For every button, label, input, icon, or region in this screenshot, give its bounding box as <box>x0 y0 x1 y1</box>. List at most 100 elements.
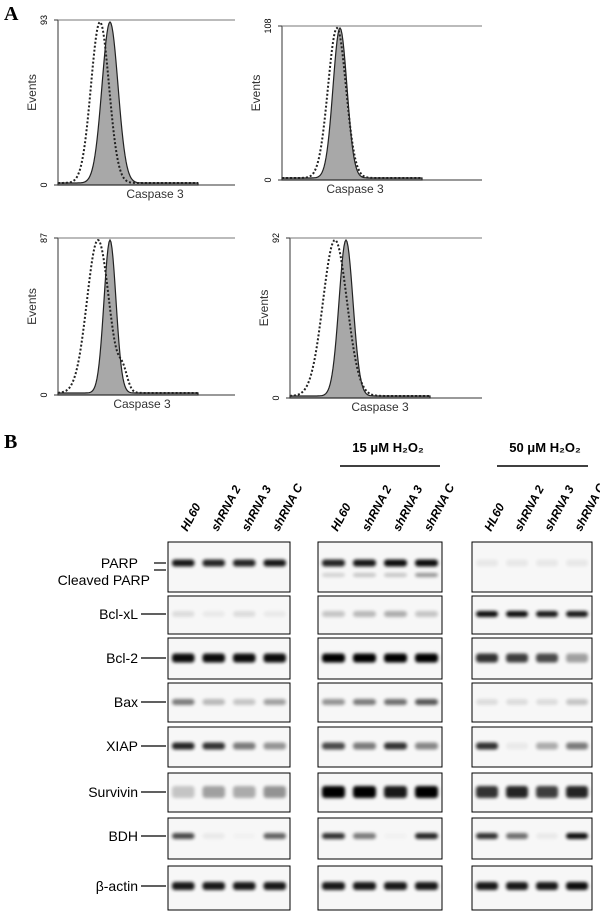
blot-band <box>415 742 438 750</box>
blot-band <box>263 742 286 750</box>
blot-band <box>172 786 195 798</box>
row-label: BDH <box>108 828 138 844</box>
lane-label: HL60 <box>481 501 507 534</box>
blot-band <box>415 882 438 890</box>
blot-band <box>566 742 588 750</box>
blot-band <box>415 786 438 798</box>
blot-frame <box>167 541 291 593</box>
row-label: PARP <box>101 555 138 571</box>
blot-band <box>263 882 286 890</box>
y-tick-label: 87 <box>39 233 49 243</box>
blot-band <box>322 699 345 705</box>
blot-band <box>353 559 376 567</box>
lane-label: shRNA 2 <box>359 483 395 534</box>
row-label: Bcl-2 <box>106 650 138 666</box>
blot-band <box>415 573 438 577</box>
blot-band <box>384 882 407 890</box>
blot-band <box>202 699 225 705</box>
blot-band <box>172 742 195 750</box>
row-label: Bcl-xL <box>99 606 138 622</box>
blot-band <box>322 559 345 567</box>
blot-band <box>263 786 286 798</box>
x-axis-label: Caspase 3 <box>351 400 409 414</box>
blot-band <box>322 742 345 750</box>
blot-band <box>233 699 256 705</box>
group-header: 50 μM H₂O₂ <box>509 440 581 455</box>
blot-band <box>476 786 498 798</box>
row-label: β-actin <box>96 878 138 894</box>
blot-band <box>384 833 407 839</box>
blot-band <box>384 611 407 617</box>
blot-band <box>353 833 376 839</box>
y-axis-label: Events <box>257 290 271 327</box>
blot-band <box>536 559 558 567</box>
blot-band <box>384 559 407 567</box>
blot-band <box>415 833 438 839</box>
blot-band <box>415 699 438 705</box>
blot-band <box>566 833 588 839</box>
blot-band <box>233 611 256 617</box>
blot-band <box>536 653 558 663</box>
row-label: Bax <box>114 694 138 710</box>
blot-band <box>263 833 286 839</box>
lane-label: HL60 <box>178 501 204 534</box>
blot-band <box>353 699 376 705</box>
blot-band <box>322 611 345 617</box>
blot-band <box>202 559 225 567</box>
blot-band <box>536 699 558 705</box>
blot-band <box>322 573 345 577</box>
blot-band <box>476 611 498 617</box>
blot-band <box>476 882 498 890</box>
y-tick-label: 108 <box>263 18 273 33</box>
blot-band <box>353 742 376 750</box>
blot-band <box>233 653 256 663</box>
blot-band <box>202 653 225 663</box>
blot-band <box>353 653 376 663</box>
blot-band <box>506 882 528 890</box>
blot-band <box>384 573 407 577</box>
blot-band <box>353 786 376 798</box>
blot-band <box>506 742 528 750</box>
blot-band <box>384 742 407 750</box>
blot-band <box>353 882 376 890</box>
y-tick-label: 0 <box>271 395 281 400</box>
blot-band <box>322 653 345 663</box>
blot-band <box>384 786 407 798</box>
blot-band <box>384 699 407 705</box>
blot-band <box>233 742 256 750</box>
y-tick-label: 0 <box>263 177 273 182</box>
blot-band <box>172 699 195 705</box>
histogram-dotted <box>282 26 422 179</box>
blot-band <box>384 653 407 663</box>
x-axis-label: Caspase 3 <box>113 397 171 411</box>
y-axis-label: Events <box>249 75 263 112</box>
blot-band <box>506 833 528 839</box>
blot-band <box>233 833 256 839</box>
blot-band <box>202 611 225 617</box>
blot-band <box>536 786 558 798</box>
blot-band <box>172 882 195 890</box>
row-label: XIAP <box>106 738 138 754</box>
blot-band <box>476 559 498 567</box>
histogram-dotted <box>58 20 198 184</box>
blot-band <box>415 559 438 567</box>
blot-band <box>566 882 588 890</box>
blot-band <box>322 833 345 839</box>
histogram-dotted <box>57 238 198 394</box>
y-tick-label: 0 <box>39 182 49 187</box>
blot-band <box>263 611 286 617</box>
blot-band <box>202 742 225 750</box>
blot-band <box>566 611 588 617</box>
blot-band <box>506 699 528 705</box>
blot-band <box>172 833 195 839</box>
blot-band <box>536 611 558 617</box>
blot-band <box>353 573 376 577</box>
blot-band <box>476 699 498 705</box>
blot-band <box>263 559 286 567</box>
lane-label: HL60 <box>328 501 354 534</box>
blot-band <box>566 559 588 567</box>
blot-band <box>566 653 588 663</box>
blot-band <box>233 786 256 798</box>
blot-band <box>202 882 225 890</box>
